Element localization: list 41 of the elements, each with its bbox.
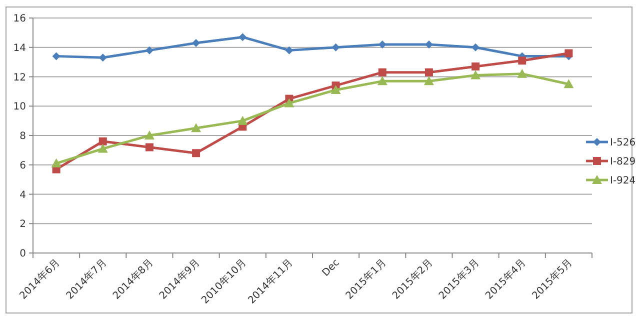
point: [52, 52, 60, 60]
point: [424, 68, 433, 76]
point: [191, 123, 202, 132]
point: [192, 149, 200, 158]
y-tick-label: 16: [13, 14, 26, 24]
y-tick-label: 8: [20, 131, 26, 142]
point: [564, 49, 573, 58]
y-tick-label: 6: [20, 160, 26, 172]
point: [238, 33, 247, 42]
point: [378, 68, 386, 76]
point: [330, 84, 341, 94]
point: [424, 76, 434, 86]
point: [518, 56, 526, 65]
point: [470, 70, 481, 80]
y-tick-label: 14: [13, 42, 26, 54]
y-tick-label: 10: [13, 102, 26, 113]
point: [284, 98, 294, 108]
legend-label: I-526: [610, 138, 636, 148]
point: [98, 144, 108, 153]
x-tick-label: Dec: [320, 257, 342, 279]
point: [472, 62, 480, 70]
point: [51, 158, 62, 168]
point: [145, 46, 154, 54]
point: [517, 68, 528, 78]
point: [144, 130, 154, 140]
y-tick-label: 12: [13, 72, 26, 84]
point: [472, 43, 480, 52]
legend-label: I-924: [610, 176, 636, 186]
y-tick-label: 0: [20, 248, 26, 260]
point: [238, 116, 248, 125]
point: [192, 38, 200, 47]
point: [564, 79, 574, 88]
point: [285, 46, 294, 54]
point: [98, 137, 107, 146]
point: [332, 43, 340, 52]
point: [98, 54, 107, 62]
legend-label: I-829: [610, 156, 636, 168]
y-tick-label: 4: [20, 190, 26, 201]
point: [377, 76, 388, 86]
point: [145, 143, 154, 152]
y-tick-label: 2: [20, 219, 26, 230]
